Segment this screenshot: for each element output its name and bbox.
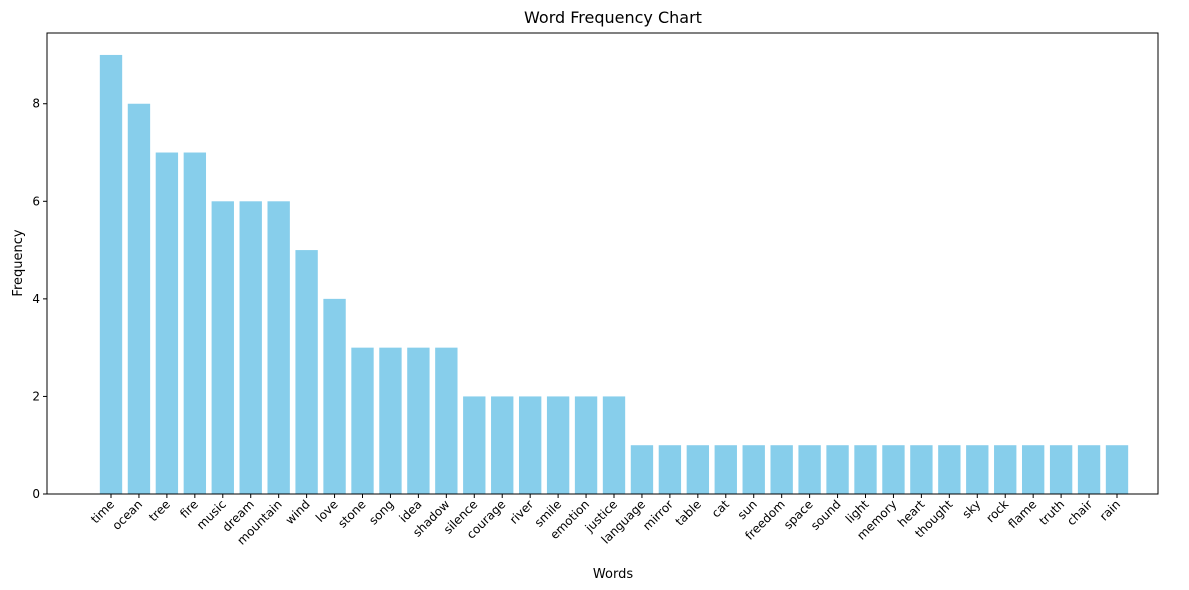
bar-tree	[155, 152, 179, 494]
x-tick-label: sky	[959, 497, 983, 521]
bar-river	[518, 396, 542, 494]
x-tick-label: chair	[1064, 497, 1095, 528]
bar-table	[686, 445, 710, 494]
chart-title: Word Frequency Chart	[524, 8, 702, 27]
bar-sound	[826, 445, 849, 494]
bar-shadow	[435, 347, 458, 494]
y-tick-label: 2	[32, 389, 40, 403]
y-tick-label: 6	[32, 194, 40, 208]
x-tick-label: tree	[146, 497, 173, 524]
bar-time	[99, 54, 123, 494]
bar-mirror	[658, 445, 682, 494]
bar-chair	[1077, 445, 1101, 494]
bar-rock	[994, 445, 1017, 494]
x-tick-label: cat	[709, 497, 732, 520]
y-axis-label: Frequency	[11, 229, 26, 296]
x-tick-label: truth	[1036, 497, 1067, 528]
bar-stone	[351, 347, 374, 494]
bar-truth	[1049, 445, 1073, 494]
x-tick-label: rain	[1097, 497, 1123, 523]
x-tick-label: wind	[283, 497, 313, 527]
bar-ocean	[127, 103, 151, 495]
bar-rain	[1105, 445, 1129, 494]
bar-freedom	[770, 445, 793, 494]
bar-cat	[714, 445, 737, 494]
x-tick-label: flame	[1005, 497, 1039, 531]
plot-frame	[46, 32, 1159, 495]
bar-emotion	[574, 396, 598, 494]
bar-mountain	[267, 201, 290, 495]
bar-song	[379, 347, 402, 494]
bar-sky	[966, 445, 989, 494]
bar-heart	[910, 445, 933, 494]
bar-love	[323, 298, 346, 494]
x-axis-label: Words	[593, 567, 633, 582]
bar-space	[798, 445, 821, 494]
y-axis-ticks: 0 2 4 6 8	[32, 97, 47, 501]
bar-fire	[183, 152, 207, 494]
bar-memory	[882, 445, 905, 494]
bar-flame	[1021, 445, 1045, 494]
bar-courage	[491, 396, 514, 494]
bar-wind	[295, 250, 318, 494]
bar-silence	[463, 396, 486, 494]
y-tick-label: 0	[32, 487, 40, 501]
bar-smile	[546, 396, 570, 494]
bar-sun	[742, 445, 765, 494]
bar-idea	[407, 347, 430, 494]
bar-dream	[239, 201, 262, 495]
bar-justice	[602, 396, 626, 494]
x-tick-label: stone	[335, 497, 368, 530]
x-tick-label: sound	[808, 497, 844, 533]
x-tick-label: song	[366, 497, 396, 527]
x-tick-label: fire	[177, 497, 201, 521]
y-tick-label: 4	[32, 292, 40, 306]
bar-light	[854, 445, 877, 494]
bar-music	[211, 201, 234, 495]
x-tick-label: river	[507, 497, 537, 527]
y-tick-label: 8	[32, 97, 40, 111]
bar-language	[630, 445, 654, 494]
bars-group	[99, 54, 1129, 495]
x-tick-label: table	[673, 497, 704, 528]
x-tick-label: mirror	[640, 497, 676, 533]
x-tick-label: ocean	[110, 497, 146, 533]
bar-thought	[938, 445, 961, 494]
